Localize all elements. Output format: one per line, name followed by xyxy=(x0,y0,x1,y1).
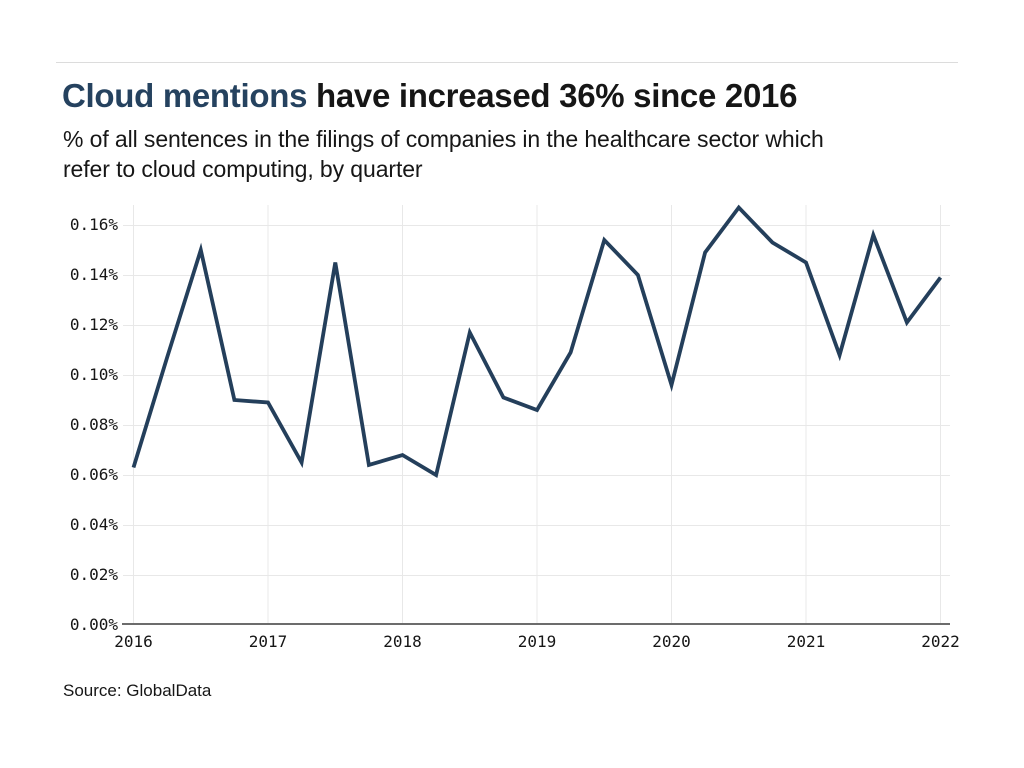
y-tick-label: 0.14% xyxy=(69,265,118,284)
source-attribution: Source: GlobalData xyxy=(63,681,212,700)
y-tick-label: 0.10% xyxy=(69,365,118,384)
header-divider xyxy=(56,62,958,63)
y-tick-label: 0.12% xyxy=(69,315,118,334)
y-tick-label: 0.04% xyxy=(69,515,118,534)
y-tick-label: 0.02% xyxy=(69,565,118,584)
x-tick-label: 2022 xyxy=(921,632,960,651)
page-title: Cloud mentions have increased 36% since … xyxy=(62,76,1002,116)
y-tick-label: 0.00% xyxy=(69,615,118,634)
x-tick-label: 2016 xyxy=(114,632,153,651)
x-tick-label: 2020 xyxy=(652,632,691,651)
y-tick-label: 0.16% xyxy=(69,215,118,234)
chart-subtitle-line-2: refer to cloud computing, by quarter xyxy=(63,156,423,182)
x-tick-label: 2017 xyxy=(248,632,288,651)
chart-subtitle: % of all sentences in the filings of com… xyxy=(63,124,1003,184)
page-title-highlight: Cloud mentions xyxy=(62,77,308,114)
y-tick-label: 0.08% xyxy=(69,415,118,434)
y-tick-label: 0.06% xyxy=(69,465,118,484)
x-tick-label: 2019 xyxy=(517,632,557,651)
chart-subtitle-line-1: % of all sentences in the filings of com… xyxy=(63,126,824,152)
data-line xyxy=(131,204,943,478)
x-tick-label: 2021 xyxy=(786,632,826,651)
x-tick-label: 2018 xyxy=(383,632,422,651)
page-title-rest: have increased 36% since 2016 xyxy=(307,77,798,114)
